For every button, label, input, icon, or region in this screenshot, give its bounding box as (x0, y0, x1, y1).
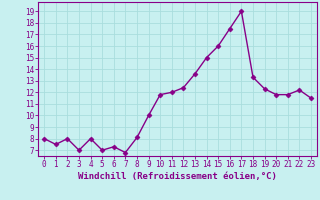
X-axis label: Windchill (Refroidissement éolien,°C): Windchill (Refroidissement éolien,°C) (78, 172, 277, 181)
